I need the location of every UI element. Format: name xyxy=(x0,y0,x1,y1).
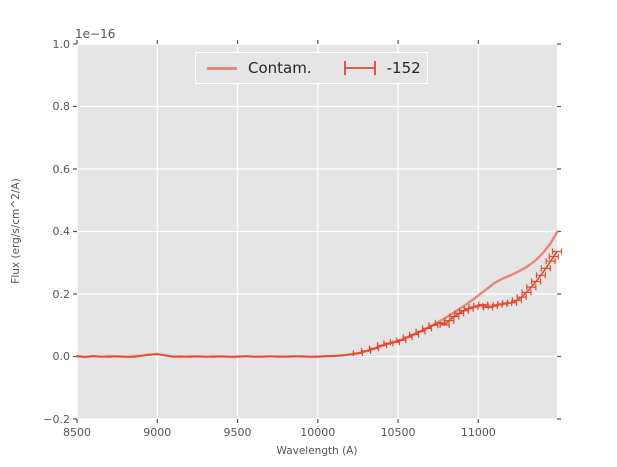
x-axis-label: Wavelength (A) xyxy=(276,445,358,457)
y-tick-label: 0.6 xyxy=(52,162,71,176)
y-tick-label: 1.0 xyxy=(52,37,71,51)
y-tick-label: 0.8 xyxy=(52,100,71,113)
x-tick-label: 8500 xyxy=(63,426,91,439)
errorbar-marker-icon xyxy=(343,61,376,75)
x-tick-label: 9500 xyxy=(223,426,252,439)
y-tick-label: −0.2 xyxy=(43,412,70,426)
x-tick-label: 10500 xyxy=(380,426,416,439)
x-tick-label: 10000 xyxy=(300,426,336,439)
y-tick-label: 0.2 xyxy=(52,287,71,301)
errorbar-series-line xyxy=(76,250,558,358)
x-tick-label: 11000 xyxy=(460,426,496,439)
y-axis-label: Flux (erg/s/cm^2/A) xyxy=(10,178,22,284)
contam-line-swatch xyxy=(207,66,237,70)
y-tick-label: 0.4 xyxy=(52,225,71,238)
legend: Contam. -152 xyxy=(195,52,428,84)
y-tick-label: 0.0 xyxy=(52,350,71,363)
x-tick-label: 9000 xyxy=(143,426,172,439)
legend-label-152: -152 xyxy=(386,59,421,77)
y-axis-offset-text: 1e−16 xyxy=(75,27,116,41)
legend-label-contam: Contam. xyxy=(248,59,312,77)
